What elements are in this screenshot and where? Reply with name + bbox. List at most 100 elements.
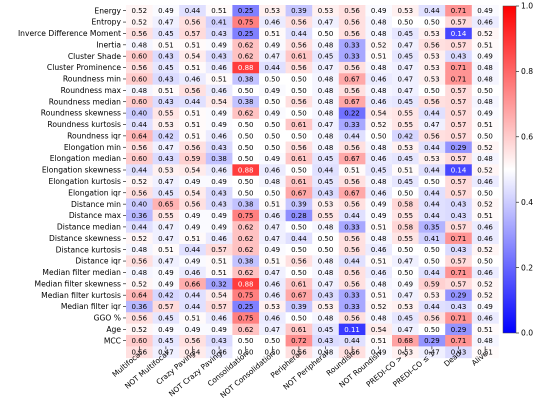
colorbar-tick-label: 0.4: [521, 198, 533, 207]
heatmap-cell: [365, 39, 393, 51]
cell-value: 0.50: [265, 121, 281, 129]
cell-value: 0.55: [398, 235, 414, 243]
cell-value: 0.44: [344, 258, 360, 266]
cell-value: 0.64: [132, 132, 148, 140]
heatmap-cell: [126, 323, 153, 336]
cell-value: 0.46: [371, 98, 387, 106]
heatmap-cell: [445, 312, 473, 325]
cell-value: 0.54: [185, 53, 201, 61]
heatmap-cell: [259, 198, 286, 211]
row-label: Inertia: [96, 40, 121, 49]
row-label: Elongation kurtosis: [48, 177, 121, 186]
heatmap-cell: [179, 27, 207, 40]
colorbar-tick-label: 0.0: [521, 329, 533, 338]
heatmap-cell: [152, 335, 180, 347]
cell-value: 0.47: [265, 223, 281, 231]
cell-value: 0.42: [158, 292, 174, 300]
heatmap-cell: [445, 96, 473, 108]
heatmap-cell: [126, 335, 153, 347]
heatmap-cell: [259, 278, 286, 290]
heatmap-cell: [312, 187, 340, 199]
colorbar-tick-label: 1.0: [521, 2, 533, 11]
heatmap-cell: [126, 164, 153, 177]
heatmap-cell: [152, 312, 180, 325]
cell-value: 0.55: [158, 212, 174, 220]
cell-value: 0.61: [291, 178, 307, 186]
heatmap-cell: [471, 300, 499, 313]
cell-value: 0.53: [398, 349, 414, 357]
heatmap-cell: [179, 16, 207, 29]
heatmap-cell: [152, 243, 180, 256]
cell-value: 0.43: [211, 30, 227, 38]
cell-value: 0.52: [132, 235, 148, 243]
heatmap-cell: [392, 164, 419, 177]
heatmap-cell: [205, 198, 233, 211]
cell-value: 0.29: [451, 144, 467, 152]
heatmap-cell: [152, 175, 180, 188]
heatmap-cell: [232, 335, 260, 347]
heatmap-cell: [312, 164, 340, 177]
cell-value: 0.45: [398, 155, 414, 163]
heatmap-cell: [126, 209, 153, 222]
heatmap-cell: [126, 312, 153, 325]
heatmap-cell: [365, 175, 393, 188]
row-label: Age: [106, 325, 121, 334]
cell-value: 0.46: [211, 349, 227, 357]
heatmap-cell: [232, 289, 260, 302]
cell-value: 0.48: [477, 98, 493, 106]
heatmap-cell: [285, 187, 313, 199]
cell-value: 0.58: [398, 223, 414, 231]
cell-value: 0.46: [371, 155, 387, 163]
cell-value: 0.46: [477, 178, 493, 186]
heatmap-cell: [126, 289, 153, 302]
heatmap-cell: [259, 84, 286, 97]
heatmap-cell: [285, 107, 313, 120]
cell-value: 0.53: [424, 292, 440, 300]
cell-value: 0.45: [318, 178, 334, 186]
cell-value: 0.50: [424, 178, 440, 186]
cell-value: 0.53: [158, 167, 174, 175]
heatmap-cell: [285, 96, 313, 108]
cell-value: 0.50: [318, 235, 334, 243]
cell-value: 0.55: [398, 110, 414, 118]
cell-value: 0.51: [211, 269, 227, 277]
heatmap-cell: [338, 5, 366, 17]
heatmap-cell: [152, 107, 180, 120]
cell-value: 0.50: [265, 75, 281, 83]
cell-value: 0.59: [424, 280, 440, 288]
heatmap-cell: [126, 27, 153, 40]
heatmap-cell: [285, 27, 313, 40]
row-labels: Energy Entropy Inverce Difference Moment In…: [18, 6, 126, 345]
heatmap-cell: [232, 118, 260, 131]
heatmap-cell: [392, 118, 419, 131]
cell-value: 0.45: [398, 314, 414, 322]
cell-value: 0.52: [371, 303, 387, 311]
heatmap-cell: [285, 84, 313, 97]
heatmap-cell: [445, 232, 473, 245]
heatmap-cell: [126, 5, 153, 17]
cell-value: 0.49: [185, 212, 201, 220]
cell-value: 0.44: [424, 144, 440, 152]
heatmap-cell: [471, 118, 499, 131]
heatmap-cell: [471, 5, 499, 17]
cell-value: 0.50: [371, 132, 387, 140]
heatmap-cell: [392, 84, 419, 97]
cell-value: 0.50: [238, 87, 254, 95]
cell-value: 0.57: [451, 223, 467, 231]
heatmap-cell: [205, 5, 233, 17]
heatmap-cell: [418, 346, 446, 359]
row-label: Roundness skewness: [41, 109, 121, 118]
heatmap-cell: [392, 209, 419, 222]
cell-value: 0.47: [158, 178, 174, 186]
cell-value: 0.45: [158, 314, 174, 322]
cell-value: 0.49: [265, 246, 281, 254]
heatmap-cell: [312, 50, 340, 63]
row-label: Elongation iqr: [68, 188, 122, 197]
heatmap-cell: [152, 323, 180, 336]
heatmap-cell: [338, 107, 366, 120]
cell-value: 0.60: [132, 75, 148, 83]
row-label: Median filter iqr: [61, 302, 122, 311]
cell-value: 0.47: [318, 280, 334, 288]
cell-value: 0.47: [265, 269, 281, 277]
cell-value: 0.32: [211, 280, 227, 288]
